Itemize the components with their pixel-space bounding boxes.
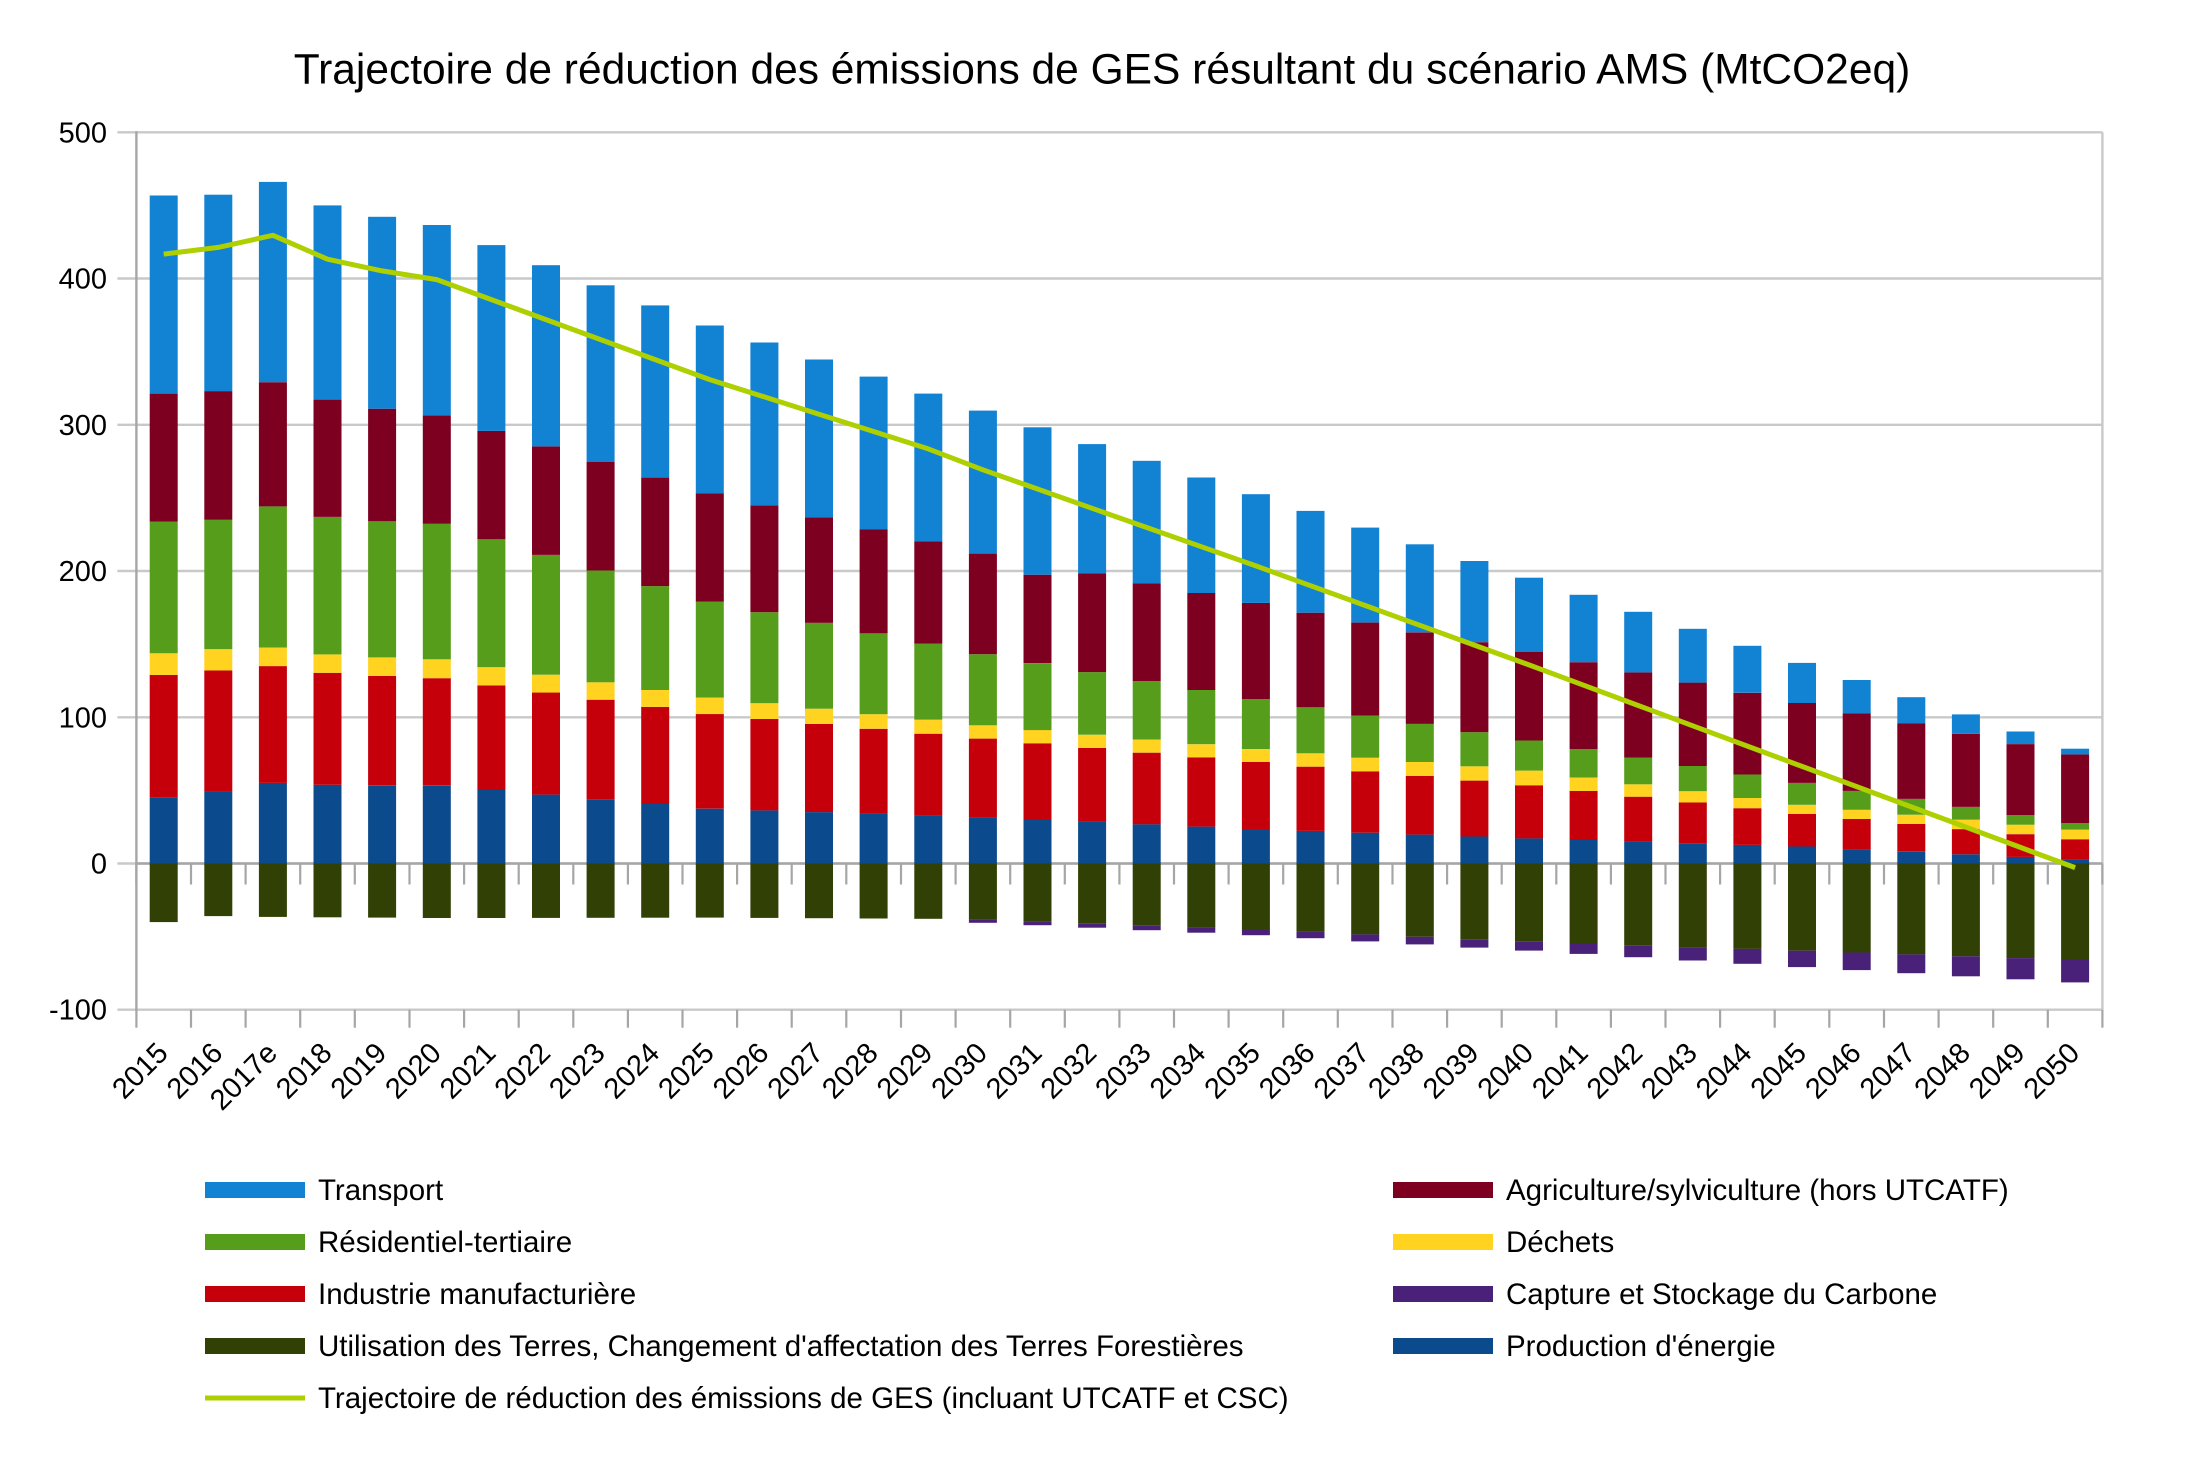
- svg-text:-100: -100: [49, 995, 107, 1027]
- svg-text:Production d'énergie: Production d'énergie: [1506, 1330, 1776, 1363]
- svg-text:200: 200: [59, 556, 107, 588]
- svg-text:0: 0: [91, 849, 107, 881]
- svg-text:500: 500: [59, 117, 107, 149]
- svg-text:Agriculture/sylviculture (hors: Agriculture/sylviculture (hors UTCATF): [1506, 1174, 2009, 1207]
- svg-text:100: 100: [59, 702, 107, 734]
- svg-text:Transport: Transport: [318, 1174, 443, 1207]
- svg-text:Trajectoire de réduction des é: Trajectoire de réduction des émissions d…: [294, 47, 1911, 94]
- svg-text:Résidentiel-tertiaire: Résidentiel-tertiaire: [318, 1226, 572, 1259]
- svg-text:Capture et Stockage du Carbone: Capture et Stockage du Carbone: [1506, 1278, 1937, 1311]
- svg-text:Utilisation des Terres, Change: Utilisation des Terres, Changement d'aff…: [318, 1330, 1244, 1363]
- svg-text:Industrie manufacturière: Industrie manufacturière: [318, 1278, 636, 1311]
- svg-text:300: 300: [59, 410, 107, 442]
- svg-text:Trajectoire de réduction des é: Trajectoire de réduction des émissions d…: [318, 1382, 1289, 1415]
- svg-text:400: 400: [59, 264, 107, 296]
- svg-text:Déchets: Déchets: [1506, 1226, 1614, 1259]
